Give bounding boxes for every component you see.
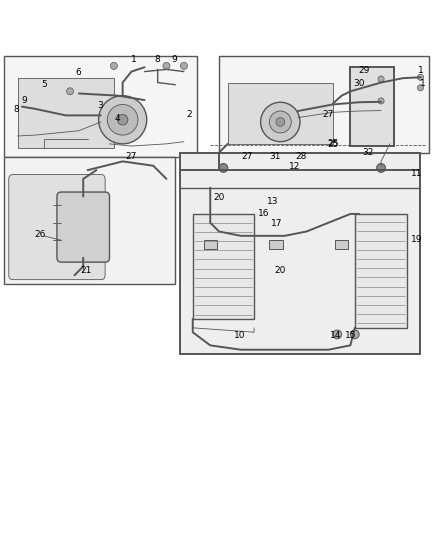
Text: 13: 13 — [267, 197, 278, 206]
Circle shape — [417, 74, 424, 80]
Text: 16: 16 — [258, 208, 269, 217]
Circle shape — [219, 164, 228, 172]
Text: 1: 1 — [417, 66, 424, 75]
FancyBboxPatch shape — [219, 56, 429, 152]
Text: 20: 20 — [213, 193, 225, 202]
Text: 5: 5 — [41, 80, 47, 89]
Text: 28: 28 — [296, 151, 307, 160]
Text: 11: 11 — [411, 169, 423, 178]
Text: 19: 19 — [411, 235, 423, 244]
Circle shape — [261, 102, 300, 142]
Text: 14: 14 — [330, 331, 341, 340]
Text: 9: 9 — [21, 95, 27, 104]
FancyBboxPatch shape — [269, 240, 283, 249]
FancyBboxPatch shape — [4, 56, 197, 157]
Circle shape — [180, 62, 187, 69]
Text: 31: 31 — [269, 151, 281, 160]
FancyBboxPatch shape — [193, 214, 254, 319]
Circle shape — [417, 85, 424, 91]
Text: 32: 32 — [362, 148, 374, 157]
FancyBboxPatch shape — [335, 240, 348, 249]
FancyBboxPatch shape — [355, 214, 407, 328]
Circle shape — [269, 111, 291, 133]
FancyBboxPatch shape — [228, 83, 333, 144]
Circle shape — [99, 96, 147, 144]
Circle shape — [377, 164, 385, 172]
FancyBboxPatch shape — [9, 174, 105, 280]
Text: 10: 10 — [234, 331, 246, 340]
Circle shape — [117, 115, 128, 125]
Circle shape — [163, 62, 170, 69]
Text: 27: 27 — [323, 110, 334, 118]
Text: 1: 1 — [131, 55, 137, 64]
Circle shape — [378, 98, 384, 104]
Text: 1: 1 — [420, 79, 426, 88]
Circle shape — [110, 62, 117, 69]
Text: 17: 17 — [271, 219, 283, 228]
Text: 6: 6 — [75, 68, 81, 77]
Text: 2: 2 — [187, 110, 192, 118]
Text: 9: 9 — [171, 55, 177, 64]
Text: 20: 20 — [275, 265, 286, 274]
Text: 21: 21 — [80, 265, 92, 274]
FancyBboxPatch shape — [180, 152, 420, 354]
Text: 15: 15 — [345, 331, 356, 340]
Text: 30: 30 — [353, 79, 365, 88]
Circle shape — [333, 330, 342, 339]
Circle shape — [107, 104, 138, 135]
Circle shape — [67, 88, 74, 95]
Text: 8: 8 — [154, 55, 160, 64]
Text: 27: 27 — [126, 151, 137, 160]
Circle shape — [276, 118, 285, 126]
Text: 12: 12 — [289, 162, 300, 171]
Text: 29: 29 — [359, 66, 370, 75]
FancyBboxPatch shape — [57, 192, 110, 262]
FancyBboxPatch shape — [204, 240, 217, 249]
FancyBboxPatch shape — [350, 67, 394, 146]
Text: 3: 3 — [97, 101, 103, 110]
FancyBboxPatch shape — [4, 157, 175, 284]
Text: 27: 27 — [241, 151, 253, 160]
Text: 25: 25 — [327, 140, 339, 149]
FancyBboxPatch shape — [18, 78, 114, 148]
Text: 4: 4 — [115, 114, 120, 123]
Text: 8: 8 — [14, 105, 20, 114]
Circle shape — [350, 330, 359, 339]
Circle shape — [378, 76, 384, 82]
Text: 25: 25 — [327, 139, 339, 148]
Text: 26: 26 — [35, 230, 46, 239]
